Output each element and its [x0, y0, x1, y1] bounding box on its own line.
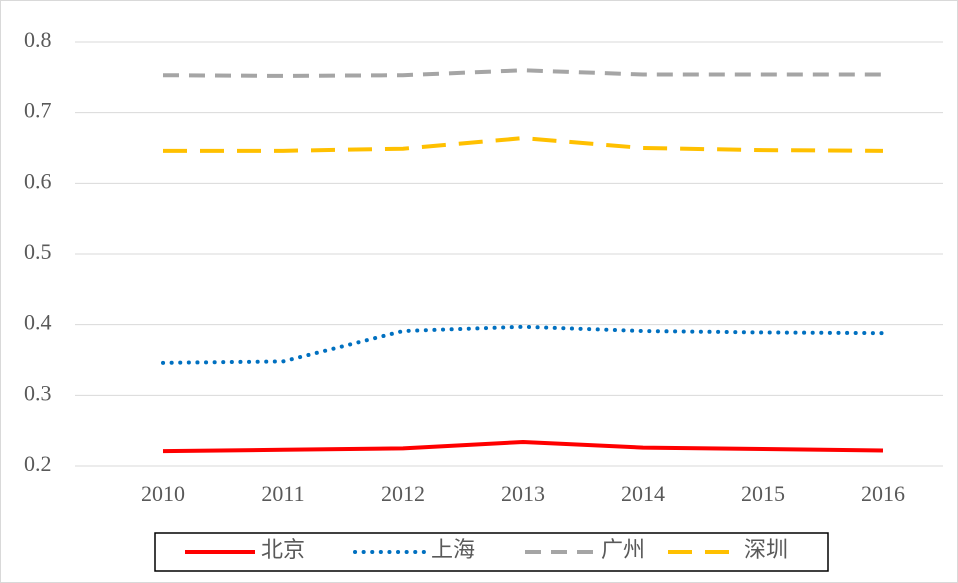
x-tick-label: 2016	[861, 481, 905, 506]
series-line	[161, 324, 885, 365]
series-line	[163, 136, 884, 153]
y-tick-label: 0.4	[24, 310, 52, 335]
x-tick-label: 2015	[741, 481, 785, 506]
series-line	[162, 439, 884, 454]
x-tick-label: 2010	[141, 481, 185, 506]
y-tick-label: 0.5	[24, 239, 52, 264]
y-tick-label: 0.7	[24, 98, 52, 123]
legend-label: 广州	[601, 537, 645, 562]
legend-label: 上海	[431, 537, 475, 562]
x-tick-label: 2014	[621, 481, 665, 506]
x-tick-label: 2011	[261, 481, 304, 506]
legend-label: 深圳	[744, 537, 788, 562]
x-tick-label: 2013	[501, 481, 545, 506]
y-tick-label: 0.2	[24, 451, 52, 476]
x-tick-label: 2012	[381, 481, 425, 506]
series-line	[162, 68, 883, 78]
y-tick-label: 0.3	[24, 380, 52, 405]
legend-box	[154, 532, 829, 572]
legend-label: 北京	[261, 537, 305, 562]
y-tick-label: 0.6	[24, 168, 52, 193]
y-tick-label: 0.8	[24, 27, 52, 52]
